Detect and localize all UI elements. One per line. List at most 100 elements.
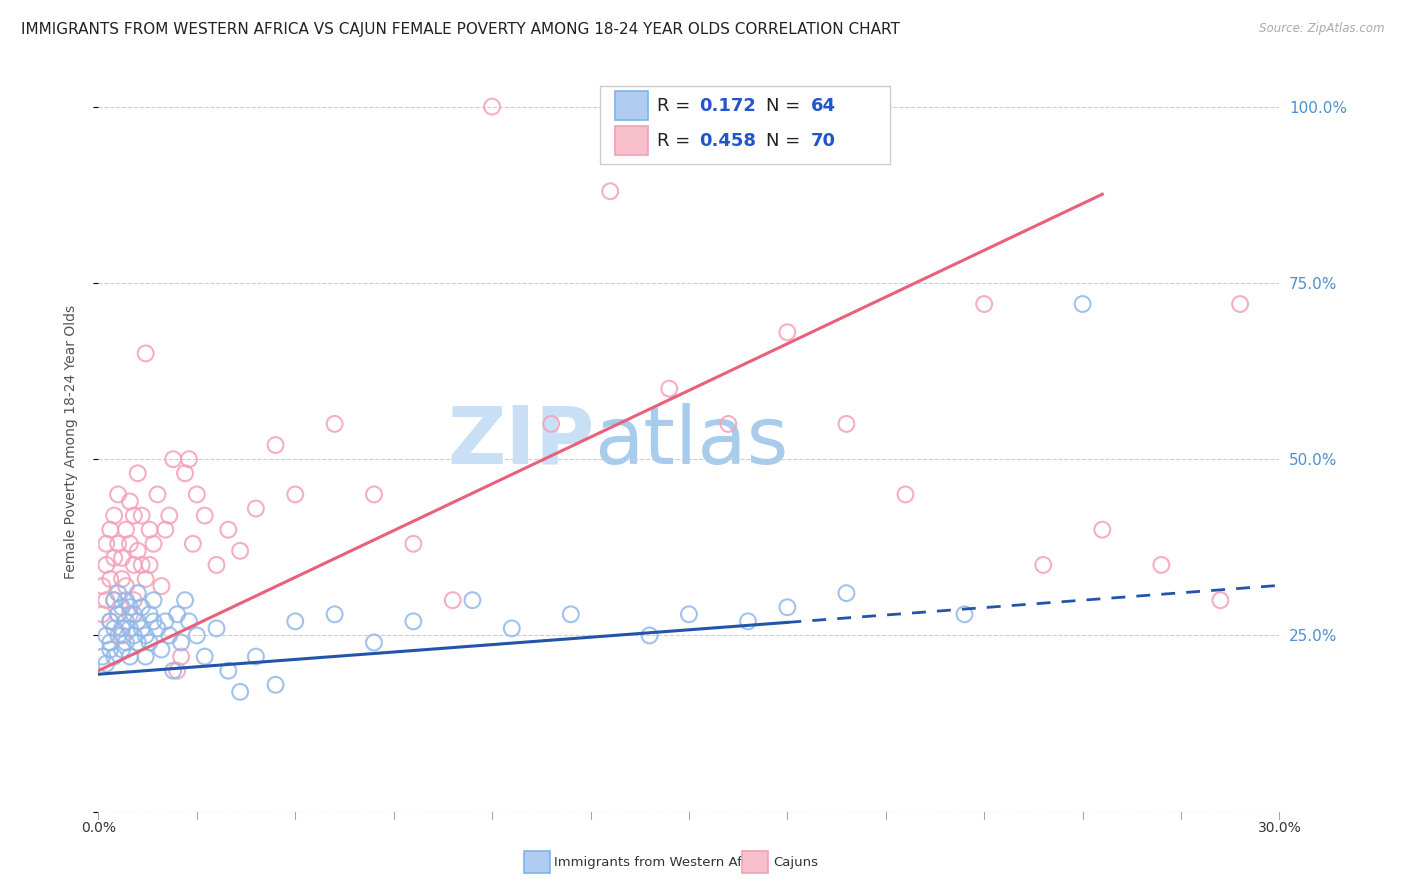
Point [284, 487, 307, 501]
Point [1209, 593, 1232, 607]
Point [91, 649, 114, 664]
Point [245, 501, 267, 516]
Point [115, 635, 138, 649]
Point [402, 615, 425, 629]
Point [441, 593, 464, 607]
Point [96, 628, 118, 642]
Point [98, 572, 121, 586]
Point [115, 593, 138, 607]
Point [115, 615, 138, 629]
Point [402, 537, 425, 551]
Point [363, 487, 385, 501]
Text: Cajuns: Cajuns [773, 855, 818, 869]
Point [91, 607, 114, 622]
Point [1229, 297, 1251, 311]
Point [835, 586, 858, 600]
Bar [742, 851, 768, 873]
Point [131, 600, 153, 615]
Point [170, 649, 193, 664]
Point [118, 607, 141, 622]
Bar [614, 127, 648, 154]
Point [122, 593, 145, 607]
Point [166, 664, 188, 678]
Point [155, 615, 177, 629]
Point [103, 593, 125, 607]
Point [217, 664, 239, 678]
Point [157, 508, 180, 523]
Point [776, 600, 799, 615]
Point [91, 579, 114, 593]
Point [111, 572, 134, 586]
Point [501, 621, 523, 635]
Point [323, 417, 346, 431]
Text: 70: 70 [811, 131, 835, 150]
Point [658, 382, 681, 396]
Point [170, 635, 193, 649]
Point [142, 615, 165, 629]
Point [162, 452, 184, 467]
Point [155, 523, 177, 537]
Point [540, 417, 562, 431]
Point [131, 621, 153, 635]
Point [181, 537, 204, 551]
Point [138, 523, 160, 537]
Point [111, 600, 134, 615]
Point [98, 523, 121, 537]
Point [157, 628, 180, 642]
Point [127, 467, 149, 481]
Point [98, 642, 121, 657]
Point [107, 607, 129, 622]
Point [776, 325, 799, 339]
Point [122, 558, 145, 572]
Point [107, 628, 129, 642]
Point [166, 607, 188, 622]
Point [599, 184, 621, 198]
Point [205, 621, 228, 635]
Point [96, 537, 118, 551]
Point [127, 544, 149, 558]
Point [138, 558, 160, 572]
Point [461, 593, 484, 607]
Point [98, 615, 121, 629]
Point [138, 635, 160, 649]
Text: IMMIGRANTS FROM WESTERN AFRICA VS CAJUN FEMALE POVERTY AMONG 18-24 YEAR OLDS COR: IMMIGRANTS FROM WESTERN AFRICA VS CAJUN … [21, 22, 900, 37]
Point [323, 607, 346, 622]
Point [135, 346, 157, 360]
Point [264, 438, 287, 452]
Point [107, 487, 129, 501]
Point [177, 615, 200, 629]
Point [229, 544, 252, 558]
Point [142, 537, 165, 551]
FancyBboxPatch shape [600, 87, 890, 164]
Point [186, 487, 208, 501]
Point [953, 607, 976, 622]
Point [107, 607, 129, 622]
Text: atlas: atlas [595, 402, 789, 481]
Text: 64: 64 [811, 96, 835, 114]
Point [118, 649, 141, 664]
Point [150, 579, 173, 593]
Point [107, 586, 129, 600]
Point [135, 649, 157, 664]
Point [122, 628, 145, 642]
Point [118, 600, 141, 615]
Point [118, 537, 141, 551]
Point [737, 615, 759, 629]
Text: Source: ZipAtlas.com: Source: ZipAtlas.com [1260, 22, 1385, 36]
Point [111, 621, 134, 635]
Point [194, 649, 217, 664]
Point [122, 607, 145, 622]
Point [127, 586, 149, 600]
Point [717, 417, 740, 431]
Point [560, 607, 582, 622]
Point [186, 628, 208, 642]
Point [111, 642, 134, 657]
Point [103, 550, 125, 565]
Text: R =: R = [657, 96, 696, 114]
Point [894, 487, 917, 501]
Point [96, 657, 118, 671]
Text: N =: N = [766, 96, 806, 114]
Text: N =: N = [766, 131, 806, 150]
Text: 0.172: 0.172 [700, 96, 756, 114]
Point [135, 628, 157, 642]
